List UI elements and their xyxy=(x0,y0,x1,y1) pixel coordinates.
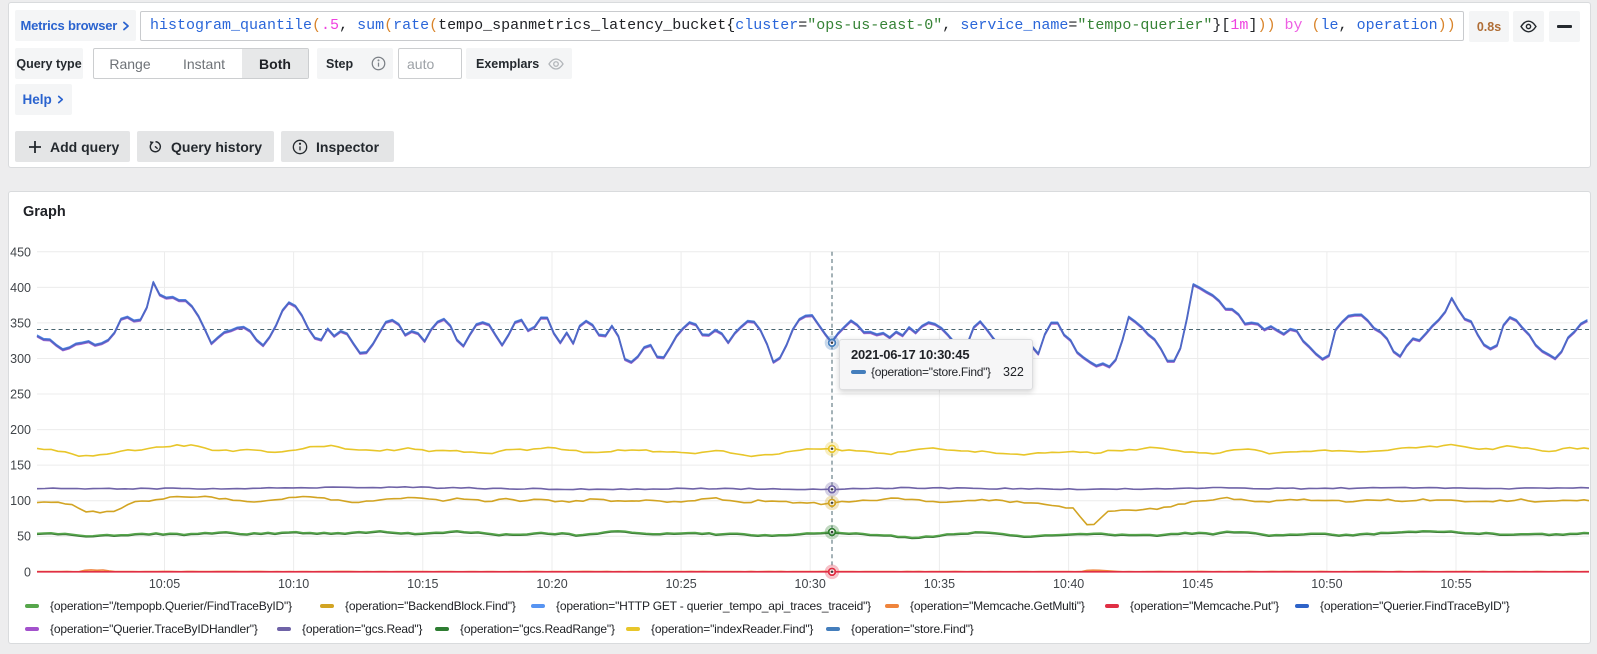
svg-text:10:50: 10:50 xyxy=(1311,577,1342,591)
svg-text:10:55: 10:55 xyxy=(1440,577,1471,591)
svg-text:10:20: 10:20 xyxy=(536,577,567,591)
svg-text:0: 0 xyxy=(24,565,31,579)
svg-text:10:40: 10:40 xyxy=(1053,577,1084,591)
svg-text:10:45: 10:45 xyxy=(1182,577,1213,591)
svg-text:150: 150 xyxy=(10,459,31,473)
svg-text:450: 450 xyxy=(10,245,31,259)
svg-text:10:05: 10:05 xyxy=(149,577,180,591)
svg-text:10:15: 10:15 xyxy=(407,577,438,591)
svg-text:250: 250 xyxy=(10,388,31,402)
svg-text:100: 100 xyxy=(10,494,31,508)
svg-text:10:25: 10:25 xyxy=(665,577,696,591)
svg-text:350: 350 xyxy=(10,316,31,330)
svg-text:400: 400 xyxy=(10,281,31,295)
svg-text:300: 300 xyxy=(10,352,31,366)
svg-text:200: 200 xyxy=(10,423,31,437)
svg-text:10:35: 10:35 xyxy=(924,577,955,591)
svg-text:50: 50 xyxy=(17,530,31,544)
svg-text:10:10: 10:10 xyxy=(278,577,309,591)
svg-text:10:30: 10:30 xyxy=(795,577,826,591)
